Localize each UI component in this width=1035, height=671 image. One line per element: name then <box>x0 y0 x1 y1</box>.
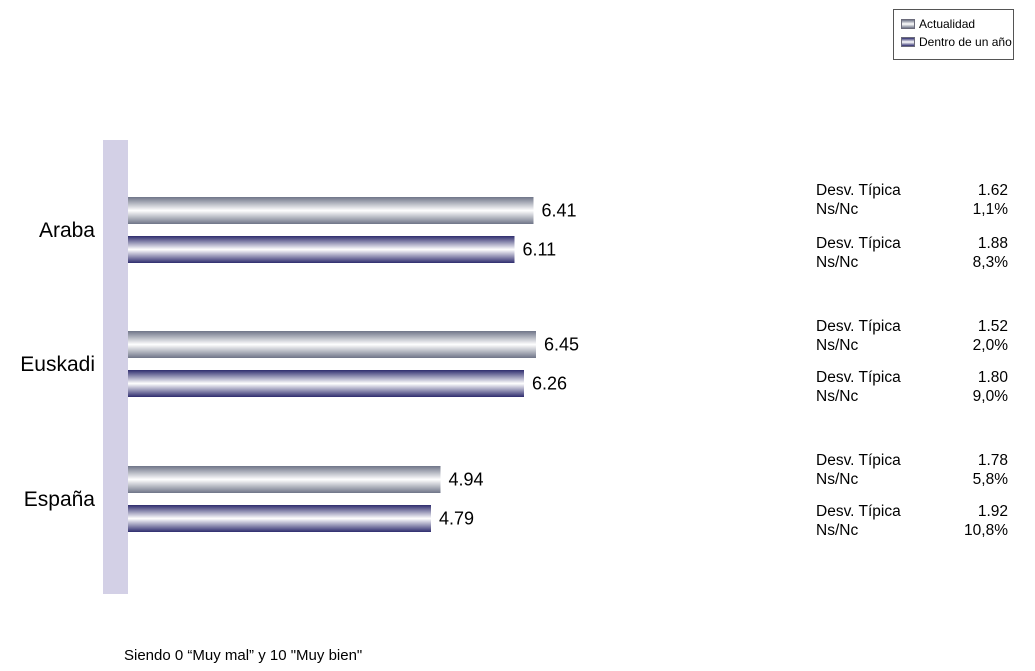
bar-2-0 <box>128 466 441 493</box>
desv-row: Desv. Típica 1.78 <box>816 452 1008 470</box>
legend-item-dentro-de-un-ano: Dentro de un año <box>901 35 1012 49</box>
desv-label: Desv. Típica <box>816 452 901 469</box>
nsnc-value: 9,0% <box>972 388 1008 405</box>
bar-0-1 <box>128 236 515 263</box>
stats-block-araba-dentro: Desv. Típica 1.88 Ns/Nc 8,3% <box>816 235 1008 273</box>
category-label-2: España <box>24 488 96 511</box>
category-label-0: Araba <box>39 219 95 242</box>
desv-label: Desv. Típica <box>816 182 901 199</box>
desv-value: 1.88 <box>977 235 1008 252</box>
stats-block-espana-dentro: Desv. Típica 1.92 Ns/Nc 10,8% <box>816 503 1008 541</box>
legend-label-dentro-de-un-ano: Dentro de un año <box>919 35 1012 49</box>
desv-row: Desv. Típica 1.80 <box>816 369 1008 387</box>
stats-block-euskadi-actualidad: Desv. Típica 1.52 Ns/Nc 2,0% <box>816 318 1008 356</box>
nsnc-label: Ns/Nc <box>816 388 859 405</box>
nsnc-value: 10,8% <box>964 522 1008 539</box>
nsnc-label: Ns/Nc <box>816 201 859 218</box>
nsnc-label: Ns/Nc <box>816 471 859 488</box>
desv-label: Desv. Típica <box>816 503 901 520</box>
desv-value: 1.62 <box>977 182 1008 199</box>
legend-swatch-dentro-de-un-ano <box>901 37 915 47</box>
bar-0-0 <box>128 197 534 224</box>
desv-row: Desv. Típica 1.52 <box>816 318 1008 336</box>
data-label-0-1: 6.11 <box>523 240 557 260</box>
desv-label: Desv. Típica <box>816 235 901 252</box>
data-label-2-1: 4.79 <box>439 509 474 529</box>
nsnc-value: 5,8% <box>972 471 1008 488</box>
nsnc-label: Ns/Nc <box>816 254 859 271</box>
desv-row: Desv. Típica 1.92 <box>816 503 1008 521</box>
nsnc-value: 2,0% <box>972 337 1008 354</box>
desv-value: 1.92 <box>977 503 1008 520</box>
bar-2-1 <box>128 505 431 532</box>
nsnc-label: Ns/Nc <box>816 337 859 354</box>
legend-swatch-actualidad <box>901 19 915 29</box>
nsnc-row: Ns/Nc 10,8% <box>816 522 1008 540</box>
legend-label-actualidad: Actualidad <box>919 17 976 31</box>
legend: Actualidad Dentro de un año <box>893 9 1014 60</box>
nsnc-row: Ns/Nc 8,3% <box>816 254 1008 272</box>
nsnc-row: Ns/Nc 1,1% <box>816 201 1008 219</box>
desv-value: 1.78 <box>977 452 1008 469</box>
legend-item-actualidad: Actualidad <box>901 17 975 31</box>
nsnc-row: Ns/Nc 2,0% <box>816 337 1008 355</box>
desv-label: Desv. Típica <box>816 318 901 335</box>
stats-block-araba-actualidad: Desv. Típica 1.62 Ns/Nc 1,1% <box>816 182 1008 220</box>
stats-block-espana-actualidad: Desv. Típica 1.78 Ns/Nc 5,8% <box>816 452 1008 490</box>
nsnc-value: 8,3% <box>972 254 1008 271</box>
data-label-0-0: 6.41 <box>542 201 577 221</box>
desv-value: 1.52 <box>977 318 1008 335</box>
nsnc-value: 1,1% <box>972 201 1008 218</box>
nsnc-label: Ns/Nc <box>816 522 859 539</box>
bar-1-1 <box>128 370 524 397</box>
desv-row: Desv. Típica 1.88 <box>816 235 1008 253</box>
stats-block-euskadi-dentro: Desv. Típica 1.80 Ns/Nc 9,0% <box>816 369 1008 407</box>
category-axis-bar <box>103 140 128 594</box>
desv-row: Desv. Típica 1.62 <box>816 182 1008 200</box>
bar-1-0 <box>128 331 536 358</box>
data-label-1-0: 6.45 <box>544 335 579 355</box>
desv-value: 1.80 <box>977 369 1008 386</box>
data-label-1-1: 6.26 <box>532 374 567 394</box>
scale-footnote: Siendo 0 “Muy mal” y 10 "Muy bien" <box>124 647 363 664</box>
desv-label: Desv. Típica <box>816 369 901 386</box>
category-label-1: Euskadi <box>20 353 95 376</box>
nsnc-row: Ns/Nc 9,0% <box>816 388 1008 406</box>
nsnc-row: Ns/Nc 5,8% <box>816 471 1008 489</box>
data-label-2-0: 4.94 <box>449 470 484 490</box>
